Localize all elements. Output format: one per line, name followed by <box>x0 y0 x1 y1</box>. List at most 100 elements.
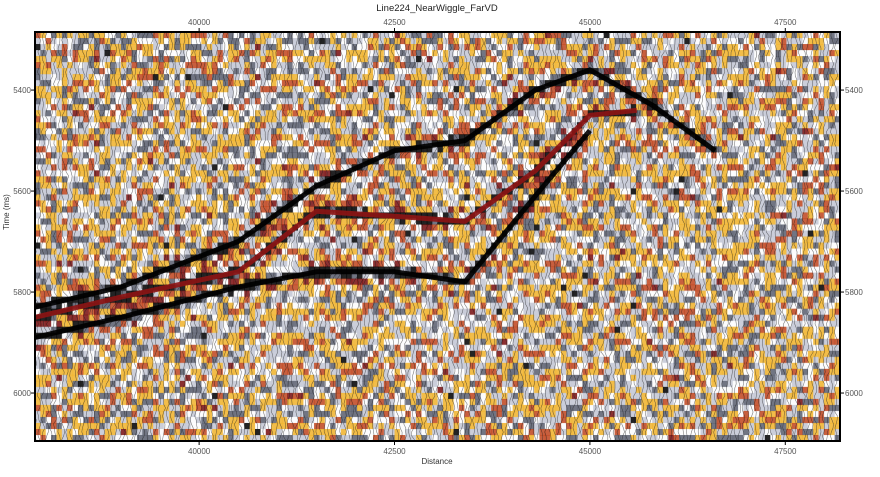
wiggle-trace <box>185 32 192 441</box>
wiggle-trace <box>371 32 378 441</box>
wiggle-trace <box>528 32 536 441</box>
wiggle-trace <box>419 32 426 441</box>
wiggle-trace <box>447 32 455 441</box>
wiggle-trace <box>745 32 750 441</box>
wiggle-trace <box>386 32 396 441</box>
wiggle-trace <box>531 32 540 441</box>
wiggle-trace <box>129 32 138 441</box>
wiggle-trace <box>97 32 105 441</box>
wiggle-trace <box>451 32 459 441</box>
wiggle-trace <box>443 32 451 441</box>
y-tick-label-left: 5800 <box>13 288 31 297</box>
wiggle-trace <box>399 32 407 441</box>
wiggle-trace <box>725 32 730 441</box>
wiggle-trace <box>258 32 266 441</box>
wiggle-trace <box>523 32 532 441</box>
horizon-1 <box>35 67 717 310</box>
wiggle-trace <box>310 32 318 441</box>
wiggle-trace <box>463 32 472 441</box>
wiggle-trace <box>197 32 206 441</box>
wiggle-trace <box>701 32 708 441</box>
wiggle-trace <box>53 32 62 440</box>
wiggle-trace <box>737 32 742 441</box>
horizon-2 <box>35 107 638 320</box>
wiggle-trace <box>234 32 242 441</box>
wiggle-trace <box>475 32 484 441</box>
wiggle-trace <box>551 32 560 441</box>
wiggle-trace <box>213 32 222 441</box>
wiggle-trace <box>761 32 766 441</box>
wiggle-trace <box>339 32 346 441</box>
horizon-3 <box>35 128 592 340</box>
wiggle-trace <box>624 32 630 441</box>
chart-title: Line224_NearWiggle_FarVD <box>376 3 498 14</box>
wiggle-trace <box>181 32 189 441</box>
axis-ticks: 40000 40000 42500 42500 45000 45000 47500 47500… <box>13 18 863 456</box>
wiggle-trace <box>113 32 122 441</box>
wiggle-trace <box>536 32 544 441</box>
wiggle-trace <box>202 32 210 441</box>
wiggle-traces <box>35 32 839 441</box>
x-tick-label-top: 42500 <box>383 18 406 27</box>
wiggle-trace <box>169 32 176 441</box>
x-tick-label-top: 45000 <box>579 18 602 27</box>
wiggle-trace <box>600 32 608 441</box>
wiggle-trace <box>733 32 738 441</box>
wiggle-trace <box>350 32 358 441</box>
wiggle-trace <box>620 32 629 441</box>
wiggle-trace <box>709 32 716 441</box>
wiggle-trace <box>334 32 342 441</box>
x-axis-title: Distance <box>421 457 453 466</box>
wiggle-trace <box>487 32 496 441</box>
wiggle-trace <box>721 32 726 441</box>
wiggle-trace <box>73 32 81 441</box>
wiggle-trace <box>157 32 166 441</box>
wiggle-trace <box>403 32 412 441</box>
wiggle-trace <box>395 32 403 441</box>
wiggle-trace <box>407 32 415 441</box>
wiggle-trace <box>576 32 585 441</box>
x-tick-label-bottom: 42500 <box>383 447 406 456</box>
wiggle-trace <box>483 32 492 441</box>
wiggle-trace <box>149 32 157 441</box>
x-tick-label-bottom: 40000 <box>188 447 211 456</box>
wiggle-trace <box>592 32 599 441</box>
wiggle-trace <box>121 32 129 441</box>
wiggle-trace <box>101 32 110 441</box>
wiggle-trace <box>367 32 374 441</box>
x-tick-label-bottom: 47500 <box>774 447 797 456</box>
wiggle-trace <box>455 32 463 440</box>
wiggle-trace <box>411 32 419 441</box>
wiggle-trace <box>177 32 186 441</box>
wiggle-trace <box>230 32 238 441</box>
wiggle-trace <box>391 32 398 441</box>
wiggle-trace <box>757 32 762 441</box>
wiggle-trace <box>153 32 162 441</box>
y-tick-label-right: 5800 <box>845 288 863 297</box>
wiggle-trace <box>60 32 70 441</box>
wiggle-trace <box>105 32 114 441</box>
wiggle-trace <box>749 32 754 441</box>
wiggle-trace <box>648 32 656 441</box>
wiggle-trace <box>640 32 649 441</box>
wiggle-trace <box>729 32 734 441</box>
wiggle-trace <box>226 32 234 441</box>
wiggle-trace <box>696 32 704 441</box>
wiggle-trace <box>290 32 298 441</box>
wiggle-trace <box>326 32 335 441</box>
wiggle-trace <box>415 32 422 441</box>
y-tick-label-right: 5400 <box>845 86 863 95</box>
wiggle-trace <box>813 32 818 441</box>
x-tick-label-top: 47500 <box>774 18 797 27</box>
wiggle-trace <box>346 32 355 441</box>
wiggle-trace <box>69 32 77 441</box>
wiggle-trace <box>210 32 218 441</box>
wiggle-trace <box>117 32 125 441</box>
wiggle-trace <box>137 32 146 441</box>
wiggle-trace <box>250 32 259 441</box>
wiggle-trace <box>829 32 834 441</box>
wiggle-trace <box>769 32 774 441</box>
wiggle-trace <box>189 32 198 441</box>
wiggle-trace <box>616 32 623 441</box>
